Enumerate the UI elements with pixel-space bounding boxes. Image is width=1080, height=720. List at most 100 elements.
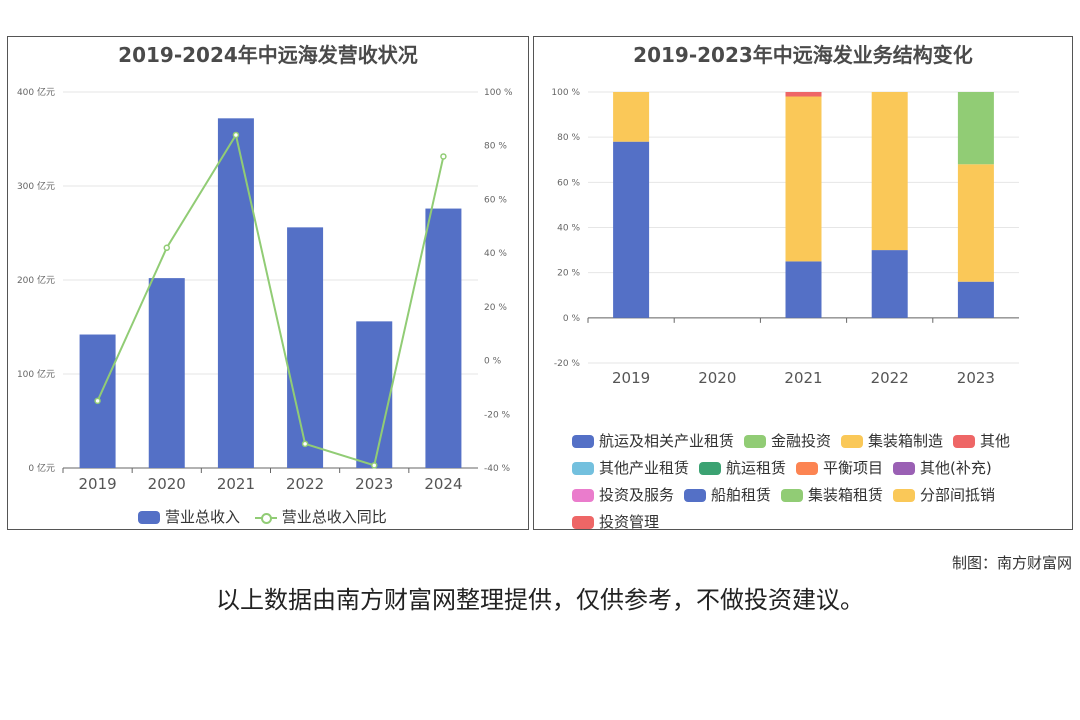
- business-structure-legend: 航运及相关产业租赁 金融投资 集装箱制造 其他其他产业租赁 航运租赁 平衡项目 其他(补充)…: [572, 429, 1072, 537]
- legend-swatch: [893, 489, 916, 502]
- revenue-chart-panel: 2019-2024年中远海发营收状况 0 亿元 100 亿元 200 亿元 300 亿…: [7, 36, 529, 530]
- revenue-yoy-point: [440, 153, 447, 160]
- legend-label: 船舶租赁: [711, 486, 772, 504]
- legend-item[interactable]: 金融投资: [744, 429, 831, 454]
- revenue-bar: [425, 208, 462, 468]
- x-tick-label: 2024: [424, 475, 462, 493]
- x-tick-label: 2021: [784, 369, 822, 387]
- legend-label: 金融投资: [771, 432, 832, 450]
- legend-item[interactable]: 平衡项目: [796, 456, 883, 481]
- legend-label: 投资管理: [599, 513, 660, 531]
- revenue-yoy-point: [163, 244, 170, 252]
- y-left-tick-label: 100 亿元: [17, 368, 55, 380]
- chart-credit: 制图：南方财富网: [951, 554, 1072, 572]
- x-tick-label: 2023: [957, 369, 995, 387]
- y-right-tick-label: 40 %: [484, 249, 507, 259]
- legend-label: 其他: [980, 432, 1011, 450]
- legend-label: 其他产业租赁: [599, 459, 690, 477]
- legend-swatch: [744, 435, 767, 448]
- legend-label-revenue: 营业总收入: [165, 508, 241, 526]
- y-tick-label: 40 %: [557, 224, 580, 234]
- segment-bar: [871, 250, 908, 318]
- y-right-tick-label: 20 %: [484, 303, 507, 313]
- revenue-yoy-point: [301, 440, 309, 448]
- legend-item[interactable]: 船舶租赁: [684, 483, 771, 508]
- x-tick-label: 2023: [355, 475, 393, 493]
- legend-item-revenue[interactable]: 营业总收入: [138, 505, 240, 530]
- revenue-yoy-point: [232, 131, 240, 139]
- legend-item[interactable]: 其他(补充): [893, 456, 992, 481]
- legend-item[interactable]: 集装箱制造: [841, 429, 943, 454]
- legend-swatch: [699, 462, 722, 475]
- x-tick-label: 2022: [286, 475, 324, 493]
- revenue-bar: [148, 278, 185, 468]
- revenue-bar: [217, 118, 254, 468]
- y-left-tick-label: 300 亿元: [17, 180, 55, 192]
- y-left-tick-label: 400 亿元: [17, 86, 55, 98]
- segment-bar: [785, 261, 822, 318]
- legend-item[interactable]: 其他产业租赁: [572, 456, 689, 481]
- y-right-tick-label: -20 %: [484, 410, 511, 420]
- business-structure-chart-svg: -20 % 0 % 20 % 40 % 60 % 80 % 100 % 2019 2020 202…: [551, 88, 1019, 387]
- x-tick-label: 2022: [871, 369, 909, 387]
- y-right-tick-label: 0 %: [484, 357, 502, 367]
- y-tick-label: 20 %: [557, 269, 580, 279]
- legend-item[interactable]: 分部间抵销: [893, 483, 995, 508]
- legend-item[interactable]: 航运租赁: [699, 456, 786, 481]
- legend-item[interactable]: 集装箱租赁: [781, 483, 883, 508]
- legend-label: 集装箱租赁: [808, 486, 884, 504]
- business-structure-chart-title: 2019-2023年中远海发业务结构变化: [633, 43, 973, 67]
- legend-swatch: [572, 489, 594, 502]
- legend-label: 投资及服务: [599, 486, 675, 504]
- legend-swatch: [953, 435, 976, 448]
- y-tick-label: 60 %: [557, 178, 580, 188]
- legend-swatch: [781, 489, 804, 502]
- legend-label: 其他(补充): [920, 459, 992, 477]
- revenue-chart-title: 2019-2024年中远海发营收状况: [118, 43, 418, 67]
- segment-bar: [613, 92, 650, 142]
- y-tick-label: 80 %: [557, 133, 580, 143]
- legend-item-revenue-yoy[interactable]: 营业总收入同比: [254, 505, 387, 530]
- revenue-chart-svg: 0 亿元 100 亿元 200 亿元 300 亿元 400 亿元 -40 % -20 % 0 …: [17, 86, 513, 493]
- business-structure-chart-panel: 2019-2023年中远海发业务结构变化 -20 % 0 % 20 % 40 % 60 …: [533, 36, 1073, 531]
- y-right-tick-label: -40 %: [484, 464, 511, 474]
- segment-bar: [613, 141, 650, 318]
- revenue-chart-legend: 营业总收入 营业总收入同比: [138, 505, 397, 532]
- legend-item[interactable]: 航运及相关产业租赁: [572, 429, 734, 454]
- legend-swatch-revenue: [138, 511, 160, 524]
- segment-bar: [957, 164, 994, 282]
- legend-swatch: [572, 462, 594, 475]
- y-tick-label: 100 %: [551, 88, 580, 98]
- x-tick-label: 2020: [148, 475, 186, 493]
- x-tick-label: 2019: [612, 369, 650, 387]
- disclaimer-text: 以上数据由南方财富网整理提供，仅供参考，不做投资建议。: [216, 586, 864, 614]
- legend-item[interactable]: 投资管理: [572, 510, 659, 535]
- y-right-tick-label: 80 %: [484, 142, 507, 152]
- legend-item[interactable]: 投资及服务: [572, 483, 674, 508]
- x-tick-label: 2019: [78, 475, 116, 493]
- legend-label-revenue-yoy: 营业总收入同比: [281, 508, 387, 526]
- legend-label: 航运租赁: [726, 459, 787, 477]
- legend-item[interactable]: 其他: [953, 429, 1010, 454]
- legend-swatch: [684, 489, 707, 502]
- revenue-yoy-point: [371, 462, 378, 469]
- y-tick-label: -20 %: [554, 359, 581, 369]
- x-tick-label: 2020: [698, 369, 736, 387]
- segment-bar: [957, 281, 994, 318]
- legend-label: 分部间抵销: [920, 486, 996, 504]
- segment-bar: [785, 96, 822, 262]
- y-left-tick-label: 0 亿元: [28, 462, 55, 474]
- revenue-yoy-line: [96, 132, 445, 467]
- legend-swatch: [796, 462, 819, 475]
- y-tick-label: 0 %: [563, 314, 581, 324]
- revenue-bar: [287, 227, 324, 468]
- segment-bar: [957, 92, 994, 165]
- revenue-yoy-point: [94, 397, 101, 405]
- legend-label: 集装箱制造: [868, 432, 944, 450]
- legend-swatch: [572, 516, 594, 529]
- legend-swatch: [572, 435, 594, 448]
- x-tick-label: 2021: [217, 475, 255, 493]
- legend-swatch-revenue-yoy: [254, 511, 277, 524]
- legend-swatch: [893, 462, 916, 475]
- segment-bar: [871, 92, 908, 251]
